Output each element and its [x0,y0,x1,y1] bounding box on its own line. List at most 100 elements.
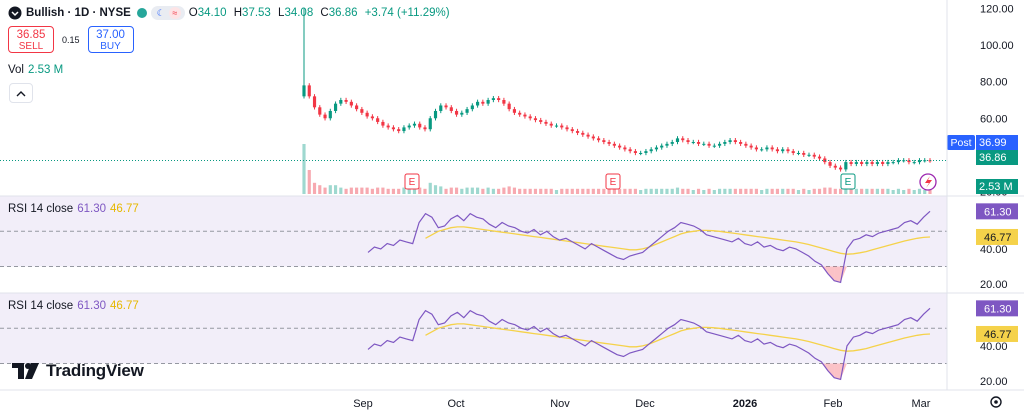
symbol-legend: Bullish · 1D · NYSE ☾ ≈ O34.10 H37.53 L3… [8,5,450,21]
volume-bar [917,188,922,194]
candle-body [854,162,858,164]
volume-bar [791,188,795,194]
volume-bar [565,188,569,194]
candle-body [449,107,453,111]
candle-body [497,98,501,100]
candle-body [607,142,611,144]
volume-bar [481,188,485,194]
candle-body [744,143,748,146]
candle-body [633,151,637,153]
candle-body [807,154,811,156]
rsi-axis-tick: 20.00 [980,279,1008,291]
time-axis-tick: Mar [912,398,931,410]
tradingview-logo[interactable]: TradingView [12,361,144,381]
volume-bar [355,187,359,194]
volume-legend: Vol 2.53 M [8,64,63,76]
candle-body [518,112,522,115]
volume-bar [812,188,816,194]
tradingview-logo-icon [12,363,39,379]
volume-bar [702,190,706,194]
brand-name: TradingView [46,361,144,380]
candle-body [481,101,485,104]
volume-bar [896,188,901,194]
candle-body [733,140,737,143]
rsi-legend-1[interactable]: RSI 14 close 61.30 46.77 [8,203,139,215]
candle-body [907,160,911,163]
volume-bar [728,188,732,194]
rsi-ma-tag [976,228,1018,245]
collapse-legend-button[interactable] [9,83,33,103]
volume-bar [723,188,727,194]
rsi-axis-tick: 20.00 [980,376,1008,388]
candle-body [665,143,669,146]
volume-bar [544,188,548,194]
candle-body [581,132,585,135]
rsi-oversold-fill [840,363,847,380]
volume-bar [586,188,590,194]
volume-bar [807,190,811,194]
rsi-oversold-fill [834,363,841,380]
candle-body [686,140,690,143]
volume-bar [360,187,364,194]
volume-bar [886,188,890,194]
volume-bar [786,188,790,194]
rsi-ma-tag-text: 46.77 [984,232,1012,244]
candle-body [602,140,606,143]
volume-bar [744,188,748,194]
candle-body [339,100,343,104]
volume-bar [670,188,674,194]
chevron-down-icon[interactable] [8,6,22,20]
candle-body [402,127,406,132]
volume-bar [449,187,453,194]
candle-body [318,107,322,115]
candle-body [628,149,632,152]
candle-body [370,116,374,119]
volume-bar [428,182,432,194]
symbol-title[interactable]: Bullish · 1D · NYSE [26,7,131,19]
rsi-label: RSI 14 close [8,300,74,312]
candle-body [333,103,338,111]
candle-body [386,125,390,128]
sell-price: 36.85 [16,29,46,41]
volume-bar [549,188,553,194]
volume-bar [581,188,585,194]
volume-bar [665,188,669,194]
lightning-icon [925,176,932,188]
candle-body [649,149,653,152]
rsi-ma-tag-text: 46.77 [984,329,1012,341]
earnings-marker [605,173,621,190]
volume-bar [875,188,879,194]
candle-body [712,145,716,147]
volume-bar [765,188,769,194]
sell-button[interactable]: 36.85 SELL [8,26,54,53]
volume-bar [733,188,737,194]
candle-body [591,136,595,139]
high-value: 37.53 [242,7,271,19]
buy-button[interactable]: 37.00 BUY [87,26,134,53]
candle-body [812,154,816,157]
volume-bar [854,188,858,194]
candle-body [644,151,648,153]
candle-body [439,105,443,111]
volume-bar [365,187,369,194]
session-pill[interactable]: ☾ ≈ [150,6,185,20]
settings-gear-icon[interactable] [990,396,1002,408]
volume-bar [307,170,311,194]
volume-bar [796,190,801,194]
rsi-legend-2[interactable]: RSI 14 close 61.30 46.77 [8,300,139,312]
candle-body [691,142,695,144]
candle-body [560,125,564,128]
volume-bar [844,185,848,194]
candle-body [639,152,643,154]
volume-bar [775,188,780,194]
candle-body [723,142,727,144]
volume-bar [370,188,374,194]
candle-body [554,125,559,127]
volume-bar [312,182,317,194]
candle-body [454,110,459,115]
volume-bar [902,190,906,194]
high-label: H [233,7,243,19]
candle-body [749,145,753,148]
volume-bar [328,185,332,194]
